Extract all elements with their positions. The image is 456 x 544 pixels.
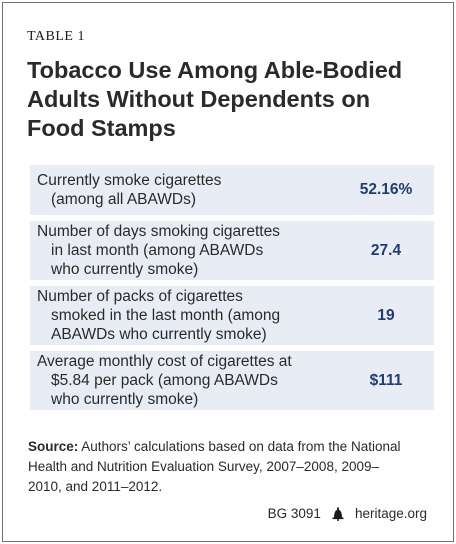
row-label-line: (among all ABAWDs): [51, 191, 196, 208]
title-line: Adults Without Dependents on: [27, 86, 371, 112]
row-label: Average monthly cost of cigarettes at $5…: [30, 344, 338, 417]
title-line: Tobacco Use Among Able-Bodied: [27, 57, 403, 83]
row-label-line: Number of packs of cigarettes: [37, 288, 243, 305]
source-text: Authors’ calculations based on data from…: [81, 439, 401, 454]
source-line: Source: Authors’ calculations based on d…: [28, 437, 438, 457]
footer: BG 3091 heritage.org: [268, 506, 427, 521]
source-label: Source:: [28, 439, 79, 454]
table-label: TABLE 1: [27, 29, 85, 44]
title-line: Food Stamps: [27, 115, 176, 141]
data-table: Currently smoke cigarettes (among all AB…: [30, 165, 434, 416]
row-label-line: who currently smoke): [51, 261, 199, 278]
row-label-line: ABAWDs who currently smoke): [51, 326, 267, 343]
source-line: 2010, and 2011–2012.: [28, 479, 163, 494]
row-label-line: in last month (among ABAWDs: [51, 242, 264, 259]
site-link[interactable]: heritage.org: [354, 506, 427, 521]
row-label-line: Currently smoke cigarettes: [37, 172, 222, 189]
table-row: Currently smoke cigarettes (among all AB…: [30, 165, 434, 215]
row-label: Number of days smoking cigarettes in las…: [30, 214, 338, 287]
row-value: 52.16%: [359, 181, 413, 198]
row-label-line: who currently smoke): [51, 391, 199, 408]
table-title: Tobacco Use Among Able-Bodied Adults Wit…: [27, 56, 427, 143]
liberty-bell-icon: [332, 507, 344, 521]
row-value: 19: [377, 306, 395, 324]
table-row: Number of packs of cigarettes smoked in …: [30, 286, 434, 345]
row-label-line: $5.84 per pack (among ABAWDs: [51, 372, 278, 389]
table-row: Average monthly cost of cigarettes at $5…: [30, 351, 434, 410]
row-label: Number of packs of cigarettes smoked in …: [30, 279, 338, 352]
row-label-line: Number of days smoking cigarettes: [37, 223, 280, 240]
report-code: BG 3091: [267, 506, 321, 521]
row-value: $111: [369, 371, 403, 389]
row-value: 27.4: [370, 241, 402, 259]
row-label-line: Average monthly cost of cigarettes at: [37, 353, 292, 370]
row-label-line: smoked in the last month (among: [51, 307, 281, 324]
row-label: Currently smoke cigarettes (among all AB…: [30, 163, 338, 217]
source-line: Health and Nutrition Evaluation Survey, …: [28, 459, 379, 474]
source-note: Source: Authors’ calculations based on d…: [28, 437, 438, 497]
table-row: Number of days smoking cigarettes in las…: [30, 221, 434, 280]
